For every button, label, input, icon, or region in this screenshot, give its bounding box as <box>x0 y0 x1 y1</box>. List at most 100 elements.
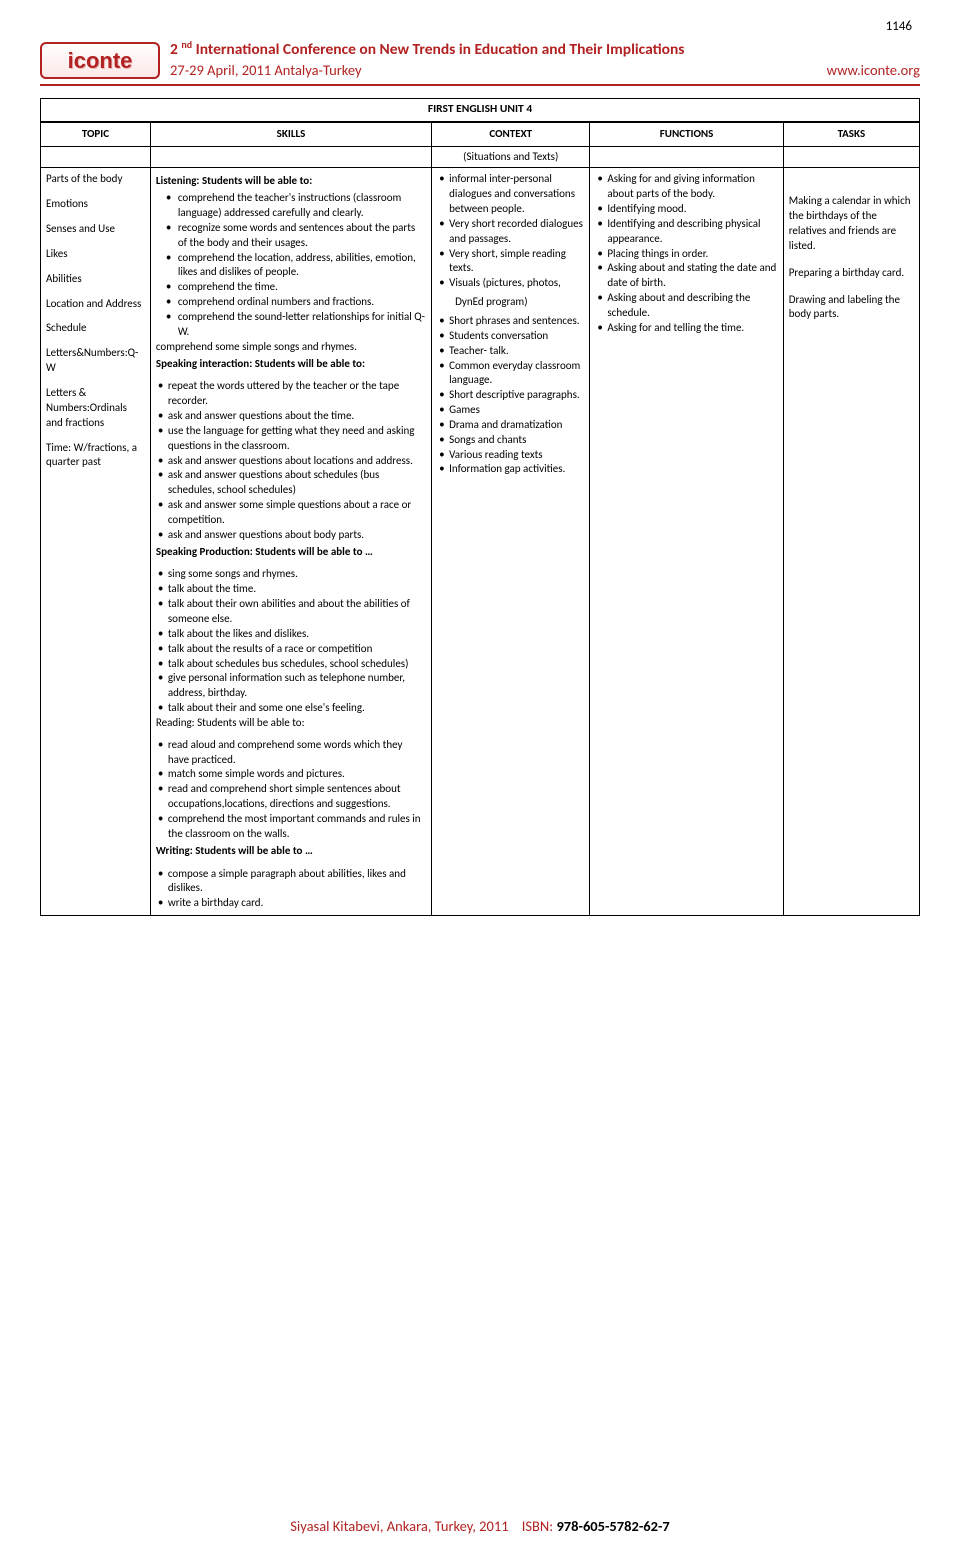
listening-label: Listening: Students will be able to: <box>156 174 426 189</box>
topic-item: Time: W/fractions, a quarter past <box>46 441 145 471</box>
list-item: repeat the words uttered by the teacher … <box>156 379 426 409</box>
list-item: write a birthday card. <box>156 896 426 911</box>
list-item: Songs and chants <box>437 433 584 448</box>
table-body-row: Parts of the body Emotions Senses and Us… <box>41 168 920 916</box>
list-item: comprehend the most important commands a… <box>156 812 426 842</box>
list-item: comprehend the teacher's instructions (c… <box>156 191 426 221</box>
list-item: read and comprehend short simple sentenc… <box>156 782 426 812</box>
topic-item: Letters & Numbers:Ordinals and fractions <box>46 386 145 431</box>
speaking-interaction-label: Speaking interaction: Students will be a… <box>156 357 426 372</box>
context-cell: informal inter-personal dialogues and co… <box>432 168 590 916</box>
col-header-topic: TOPIC <box>41 122 151 146</box>
col-header-skills: SKILLS <box>150 122 431 146</box>
list-item: talk about their and some one else's fee… <box>156 701 426 716</box>
logo: iconte <box>40 38 160 80</box>
list-item: Common everyday classroom language. <box>437 359 584 389</box>
subhead-empty <box>150 146 431 168</box>
speaking-production-label: Speaking Production: Students will be ab… <box>156 545 426 560</box>
list-item: Asking for and telling the time. <box>595 321 777 336</box>
list-item: informal inter-personal dialogues and co… <box>437 172 584 217</box>
list-item: give personal information such as teleph… <box>156 671 426 701</box>
context-subheader: (Situations and Texts) <box>432 146 590 168</box>
list-item: comprehend the time. <box>156 280 426 295</box>
list-item: ask and answer questions about body part… <box>156 528 426 543</box>
writing-list: compose a simple paragraph about abiliti… <box>156 867 426 912</box>
col-header-functions: FUNCTIONS <box>590 122 783 146</box>
skills-cell: Listening: Students will be able to: com… <box>150 168 431 916</box>
subhead-empty <box>590 146 783 168</box>
page: 1146 iconte 2 nd International Conferenc… <box>0 0 960 1555</box>
list-item: Teacher- talk. <box>437 344 584 359</box>
col-header-context: CONTEXT <box>432 122 590 146</box>
functions-cell: Asking for and giving information about … <box>590 168 783 916</box>
speaking-production-list: sing some songs and rhymes. talk about t… <box>156 567 426 715</box>
list-item: Drama and dramatization <box>437 418 584 433</box>
list-item: Very short recorded dialogues and passag… <box>437 217 584 247</box>
footer-isbn-label: ISBN: <box>522 1517 553 1535</box>
list-item: Very short, simple reading texts. <box>437 247 584 277</box>
list-item: comprehend the sound-letter relationship… <box>156 310 426 340</box>
list-item: ask and answer questions about schedules… <box>156 468 426 498</box>
reading-label: Reading: Students will be able to: <box>156 716 426 731</box>
conference-url: www.iconte.org <box>827 61 920 81</box>
list-item: use the language for getting what they n… <box>156 424 426 454</box>
list-item: talk about schedules bus schedules, scho… <box>156 657 426 672</box>
list-item: Short descriptive paragraphs. <box>437 388 584 403</box>
footer-isbn: 978-605-5782-62-7 <box>556 1517 669 1535</box>
topic-item: Location and Address <box>46 297 145 312</box>
unit-title: FIRST ENGLISH UNIT 4 <box>40 98 920 122</box>
list-item: talk about the time. <box>156 582 426 597</box>
context-list-2: Short phrases and sentences. Students co… <box>437 314 584 477</box>
list-item: ask and answer questions about the time. <box>156 409 426 424</box>
topic-item: Letters&Numbers:Q-W <box>46 346 145 376</box>
list-item: recognize some words and sentences about… <box>156 221 426 251</box>
context-dyned: DynEd program) <box>437 295 584 310</box>
conference-dates: 27-29 April, 2011 Antalya-Turkey <box>170 61 362 81</box>
context-list: informal inter-personal dialogues and co… <box>437 172 584 291</box>
list-item: Visuals (pictures, photos, <box>437 276 584 291</box>
list-item: Placing things in order. <box>595 247 777 262</box>
list-item: Asking about and stating the date and da… <box>595 261 777 291</box>
list-item: ask and answer some simple questions abo… <box>156 498 426 528</box>
list-item: sing some songs and rhymes. <box>156 567 426 582</box>
task-item: Preparing a birthday card. <box>789 266 914 281</box>
tasks-cell: Making a calendar in which the birthdays… <box>783 168 919 916</box>
conference-title: 2 nd International Conference on New Tre… <box>170 38 920 61</box>
list-item: Asking about and describing the schedule… <box>595 291 777 321</box>
list-item: comprehend the location, address, abilit… <box>156 251 426 281</box>
subhead-empty <box>783 146 919 168</box>
list-item: Short phrases and sentences. <box>437 314 584 329</box>
document-header: iconte 2 nd International Conference on … <box>40 38 920 87</box>
table-subheader-row: (Situations and Texts) <box>41 146 920 168</box>
topic-cell: Parts of the body Emotions Senses and Us… <box>41 168 151 916</box>
list-item: Asking for and giving information about … <box>595 172 777 202</box>
speaking-interaction-list: repeat the words uttered by the teacher … <box>156 379 426 542</box>
topic-item: Abilities <box>46 272 145 287</box>
list-item: compose a simple paragraph about abiliti… <box>156 867 426 897</box>
functions-list: Asking for and giving information about … <box>595 172 777 335</box>
list-item: Identifying and describing physical appe… <box>595 217 777 247</box>
task-item: Making a calendar in which the birthdays… <box>789 194 914 253</box>
list-item: ask and answer questions about locations… <box>156 454 426 469</box>
footer-publisher: Siyasal Kitabevi, Ankara, Turkey, 2011 <box>290 1517 508 1535</box>
reading-list: read aloud and comprehend some words whi… <box>156 738 426 842</box>
listening-tail: comprehend some simple songs and rhymes. <box>156 340 426 355</box>
writing-label: Writing: Students will be able to … <box>156 844 426 859</box>
list-item: comprehend ordinal numbers and fractions… <box>156 295 426 310</box>
list-item: Identifying mood. <box>595 202 777 217</box>
subhead-empty <box>41 146 151 168</box>
list-item: Students conversation <box>437 329 584 344</box>
topic-item: Senses and Use <box>46 222 145 237</box>
topic-item: Likes <box>46 247 145 262</box>
page-footer: Siyasal Kitabevi, Ankara, Turkey, 2011 I… <box>0 1517 960 1537</box>
list-item: talk about the results of a race or comp… <box>156 642 426 657</box>
list-item: talk about the likes and dislikes. <box>156 627 426 642</box>
topic-item: Parts of the body <box>46 172 145 187</box>
col-header-tasks: TASKS <box>783 122 919 146</box>
list-item: match some simple words and pictures. <box>156 767 426 782</box>
list-item: Games <box>437 403 584 418</box>
task-item: Drawing and labeling the body parts. <box>789 293 914 323</box>
list-item: Information gap activities. <box>437 462 584 477</box>
list-item: talk about their own abilities and about… <box>156 597 426 627</box>
topic-item: Emotions <box>46 197 145 212</box>
